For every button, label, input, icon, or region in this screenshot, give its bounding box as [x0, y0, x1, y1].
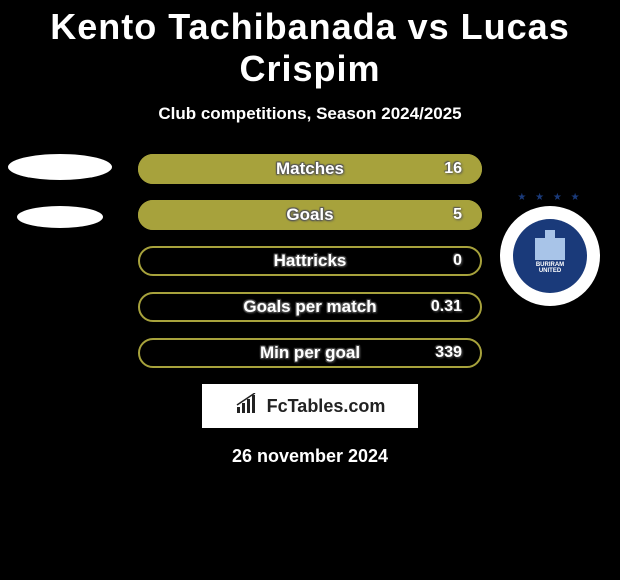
brand-box: FcTables.com: [202, 384, 418, 428]
brand-text: FcTables.com: [267, 396, 386, 417]
badge-inner: BURIRAM UNITED: [513, 219, 587, 293]
stat-bar-label: Min per goal: [140, 343, 480, 363]
player-ellipse: [17, 206, 103, 228]
stat-bar: Min per goal339: [138, 338, 482, 368]
stat-bar: Goals per match0.31: [138, 292, 482, 322]
left-player-placeholder: [8, 154, 112, 228]
stat-bar-value: 0: [453, 252, 462, 270]
stat-bar-label: Hattricks: [140, 251, 480, 271]
stat-bar-value: 0.31: [431, 298, 462, 316]
stat-bar: Matches16: [138, 154, 482, 184]
stat-bar-fill: [138, 154, 482, 184]
page-title: Kento Tachibanada vs Lucas Crispim: [0, 0, 620, 90]
badge-text-line2: UNITED: [539, 268, 561, 274]
brand-chart-icon: [235, 393, 261, 420]
stat-bar-label: Goals per match: [140, 297, 480, 317]
club-badge: ★ ★ ★ ★ BURIRAM UNITED: [500, 206, 600, 306]
badge-building-icon: [535, 238, 565, 260]
stat-bar: Hattricks0: [138, 246, 482, 276]
badge-stars-icon: ★ ★ ★ ★: [517, 192, 582, 203]
stat-bar-value: 339: [435, 344, 462, 362]
date-text: 26 november 2024: [0, 446, 620, 467]
stat-bar: Goals5: [138, 200, 482, 230]
stat-bars: Matches16 Goals5 Hattricks0 Goals per match…: [138, 154, 482, 368]
stat-bar-value: 5: [453, 206, 462, 224]
comparison-content: ★ ★ ★ ★ BURIRAM UNITED Matches16 Goals5 Ha…: [0, 154, 620, 467]
stat-bar-value: 16: [444, 160, 462, 178]
player-ellipse: [8, 154, 112, 180]
stat-bar-fill: [138, 200, 482, 230]
subtitle: Club competitions, Season 2024/2025: [0, 104, 620, 124]
